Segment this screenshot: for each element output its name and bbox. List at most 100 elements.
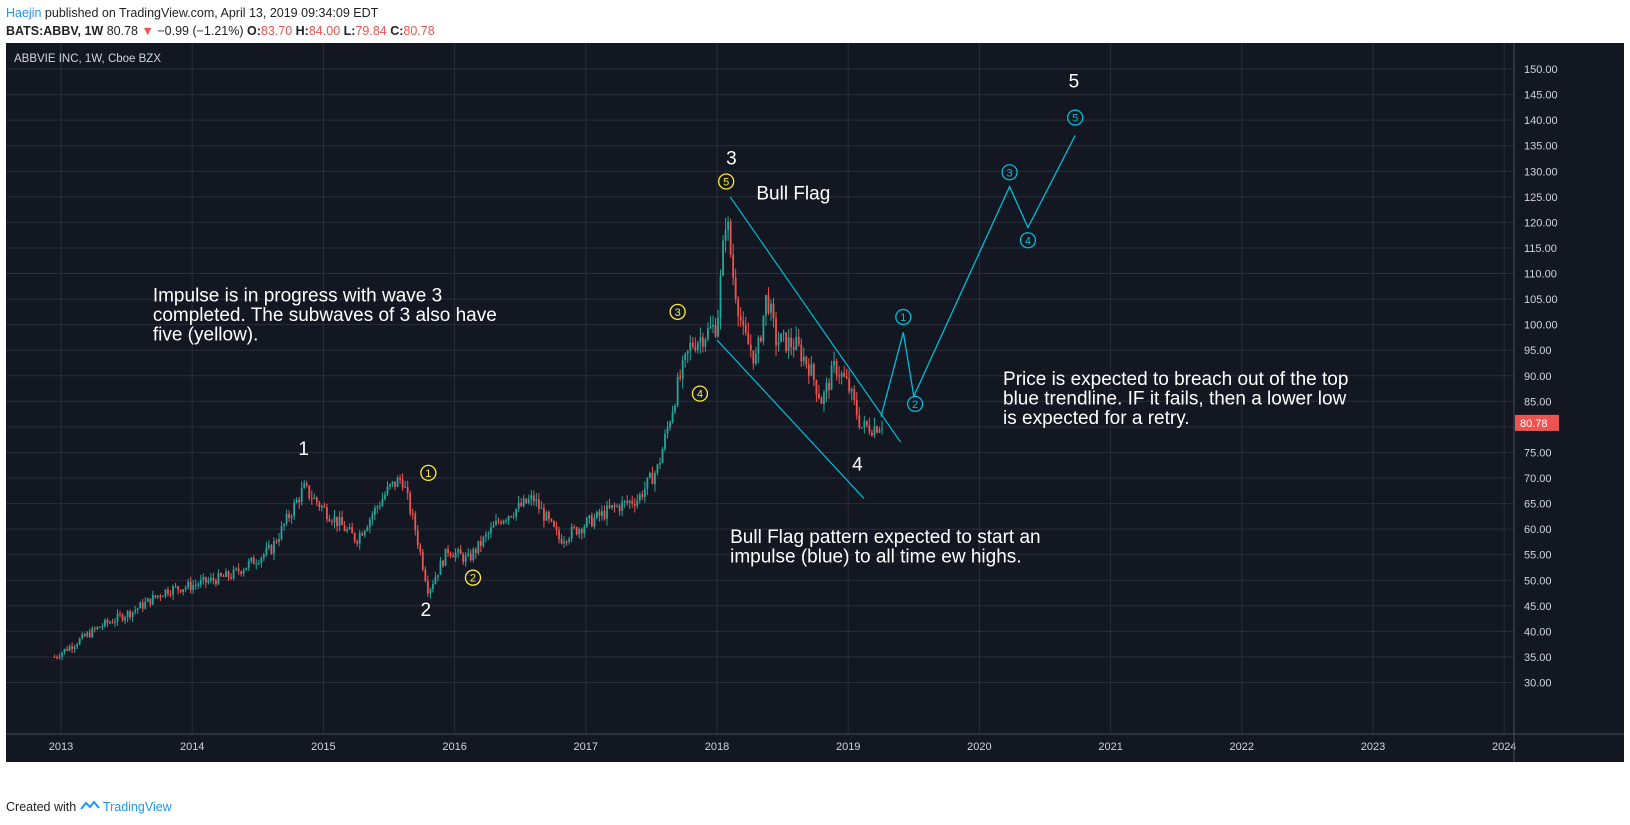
candle-body <box>197 584 200 586</box>
annotation-text: Impulse is in progress with wave 3 comple… <box>153 286 497 346</box>
candle-body <box>61 652 63 658</box>
price-chart[interactable]: 2013 2014 2015 2016 2017 2018 2019 2020 2021 2022… <box>6 43 1624 762</box>
candle-body <box>522 498 525 506</box>
chart-panel[interactable]: 2013 2014 2015 2016 2017 2018 2019 2020 2021 2022… <box>6 43 1624 762</box>
candle-body <box>744 325 747 334</box>
candle-body <box>235 568 238 570</box>
wave-label: 5 <box>1069 71 1080 92</box>
candle-body <box>68 646 71 651</box>
candle-body <box>396 478 399 487</box>
candle-body <box>696 342 699 351</box>
candle-body <box>373 507 376 515</box>
candle-body <box>404 486 407 488</box>
candle-body <box>447 548 449 554</box>
x-tick-label: 2013 <box>49 741 73 753</box>
candle-body <box>570 526 573 539</box>
candle-body <box>757 337 760 354</box>
candle-body <box>505 520 507 522</box>
candle-body <box>295 499 298 503</box>
candle-body <box>459 549 462 555</box>
subwave-blue-label: 2 <box>912 399 918 411</box>
candle-body <box>300 488 303 503</box>
candle-body <box>202 577 205 580</box>
candle-body <box>179 589 182 593</box>
candle-body <box>631 500 634 504</box>
candle-body <box>565 541 568 543</box>
close-value: 80.78 <box>403 24 435 38</box>
candle-body <box>457 549 460 553</box>
candle-body <box>116 613 119 622</box>
quote-line: BATS:ABBV, 1W 80.78 ▼ −0.99 (−1.21%) O:8… <box>6 22 435 40</box>
candle-body <box>709 326 712 329</box>
candle-body <box>560 538 563 544</box>
wave-label: 2 <box>420 600 431 621</box>
y-tick-label: 120.00 <box>1524 217 1558 229</box>
candle-body <box>578 529 581 535</box>
candle-body <box>159 595 162 597</box>
trendline-flag-top <box>729 196 902 443</box>
candle-body <box>858 415 861 428</box>
candle-body <box>795 336 798 350</box>
low-value: 79.84 <box>355 24 387 38</box>
candle-body <box>590 515 593 527</box>
tradingview-link[interactable]: TradingView <box>102 800 172 814</box>
candle-body <box>280 525 283 539</box>
candle-body <box>850 389 853 392</box>
x-tick-label: 2021 <box>1098 741 1122 753</box>
candle-body <box>689 342 692 351</box>
candle-body <box>477 540 480 553</box>
subwave-blue-circle <box>1001 164 1018 181</box>
candle-body <box>512 516 515 518</box>
candle-body <box>694 346 697 351</box>
candle-body <box>527 499 530 504</box>
subwave-blue-label: 3 <box>1007 167 1013 179</box>
candle-body <box>187 581 190 588</box>
candle-body <box>558 530 560 539</box>
candle-body <box>76 644 79 647</box>
candle-body <box>442 560 444 566</box>
candle-body <box>109 622 111 624</box>
subwave-blue-circle <box>1067 109 1084 126</box>
annotation-line: impulse (blue) to all time ew highs. <box>730 546 1021 567</box>
candle-body <box>497 520 500 522</box>
candle-body <box>805 356 808 365</box>
candle-body <box>742 320 745 326</box>
candle-body <box>681 360 684 379</box>
candle-body <box>555 526 558 531</box>
candle-body <box>293 502 296 517</box>
candle-body <box>81 634 84 639</box>
candle-body <box>636 500 639 506</box>
candle-body <box>273 541 275 554</box>
candle-body <box>454 552 457 558</box>
candle-body <box>232 569 235 579</box>
y-tick-label: 135.00 <box>1524 141 1558 153</box>
candle-body <box>797 336 800 345</box>
candle-body <box>623 500 626 502</box>
subwave-yellow-circle <box>691 385 709 402</box>
candle-body <box>444 548 447 566</box>
y-tick-label: 145.00 <box>1524 90 1558 102</box>
trendline-flag-bottom <box>716 339 865 499</box>
candle-body <box>245 567 248 571</box>
candle-body <box>515 508 518 517</box>
author-link[interactable]: Haejin <box>6 6 42 20</box>
candle-body <box>548 512 550 519</box>
candle-body <box>242 570 245 574</box>
candle-body <box>573 526 576 528</box>
subwave-yellow-label: 3 <box>675 307 681 319</box>
subwave-blue-circle <box>895 308 912 326</box>
annotation-line: Price is expected to breach out of the t… <box>1003 369 1348 390</box>
candle-body <box>58 657 61 659</box>
candle-body <box>184 587 187 590</box>
wave-label: 3 <box>726 149 737 170</box>
candle-body <box>91 628 94 638</box>
candle-body <box>149 598 152 605</box>
candle-body <box>283 523 285 526</box>
chart-title: ABBVIE INC, 1W, Cboe BZX <box>14 53 161 65</box>
candle-body <box>252 557 255 565</box>
candle-body <box>93 628 96 630</box>
candle-body <box>411 513 414 515</box>
candle-body <box>129 611 132 618</box>
candle-body <box>777 342 780 346</box>
candle-body <box>467 553 470 556</box>
